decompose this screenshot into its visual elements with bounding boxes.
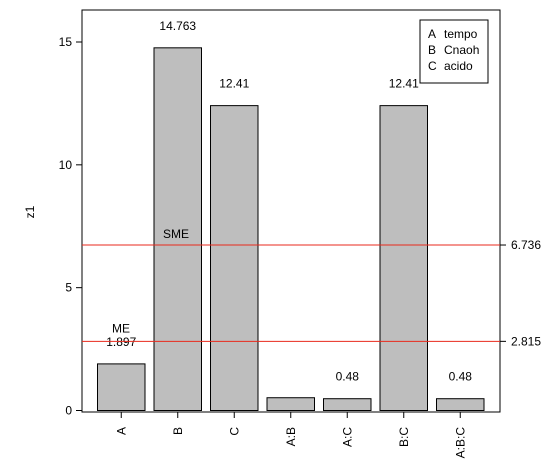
bar <box>153 47 202 412</box>
bar <box>436 398 485 412</box>
x-tick-label: C <box>227 427 241 436</box>
x-tick-label: A:C <box>340 427 354 447</box>
y-tick-label: 15 <box>59 35 73 49</box>
x-tick-label: A:B <box>284 427 298 446</box>
reference-name-label: SME <box>163 227 189 241</box>
bar-data-label: 12.41 <box>219 77 249 91</box>
bar-data-label: 14.763 <box>159 19 196 33</box>
bar <box>97 363 146 411</box>
x-tick-label: A:B:C <box>453 427 467 459</box>
bar <box>210 105 259 412</box>
bar-data-label: 1.897 <box>106 335 136 349</box>
bar <box>323 398 372 412</box>
bar-data-label: 0.48 <box>336 370 360 384</box>
legend-key: B <box>428 43 436 57</box>
y-tick-label: 5 <box>65 281 72 295</box>
reference-value-label: 2.815 <box>511 334 541 348</box>
legend-key: A <box>428 27 436 41</box>
x-tick-label: B:C <box>397 427 411 447</box>
legend-box <box>419 19 489 84</box>
bar <box>266 397 315 412</box>
x-tick-label: B <box>171 427 185 435</box>
y-axis-label: z1 <box>23 205 37 218</box>
y-tick-label: 10 <box>59 158 73 172</box>
bar <box>379 105 428 412</box>
legend-key: C <box>428 59 437 73</box>
reference-name-label: ME <box>112 321 130 335</box>
bar-data-label: 12.41 <box>389 77 419 91</box>
x-tick-label: A <box>114 427 128 435</box>
reference-value-label: 6.736 <box>511 238 541 252</box>
legend-entry-label: tempo <box>444 27 478 41</box>
legend-entry-label: acido <box>444 59 473 73</box>
y-tick-label: 0 <box>65 404 72 418</box>
legend-entry-label: Cnaoh <box>444 43 479 57</box>
bar-data-label: 0.48 <box>449 370 473 384</box>
